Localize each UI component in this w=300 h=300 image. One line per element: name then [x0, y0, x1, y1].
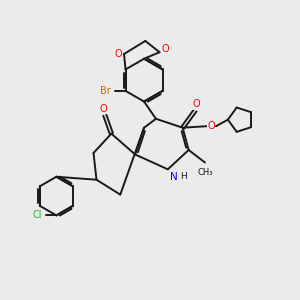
- Text: Br: Br: [100, 86, 111, 96]
- Text: O: O: [193, 99, 200, 109]
- Text: N: N: [170, 172, 178, 182]
- Text: O: O: [207, 121, 215, 131]
- Text: O: O: [100, 104, 107, 114]
- Text: O: O: [162, 44, 169, 54]
- Text: O: O: [114, 49, 122, 59]
- Text: CH₃: CH₃: [198, 168, 213, 177]
- Text: H: H: [181, 172, 187, 181]
- Text: Cl: Cl: [33, 210, 42, 220]
